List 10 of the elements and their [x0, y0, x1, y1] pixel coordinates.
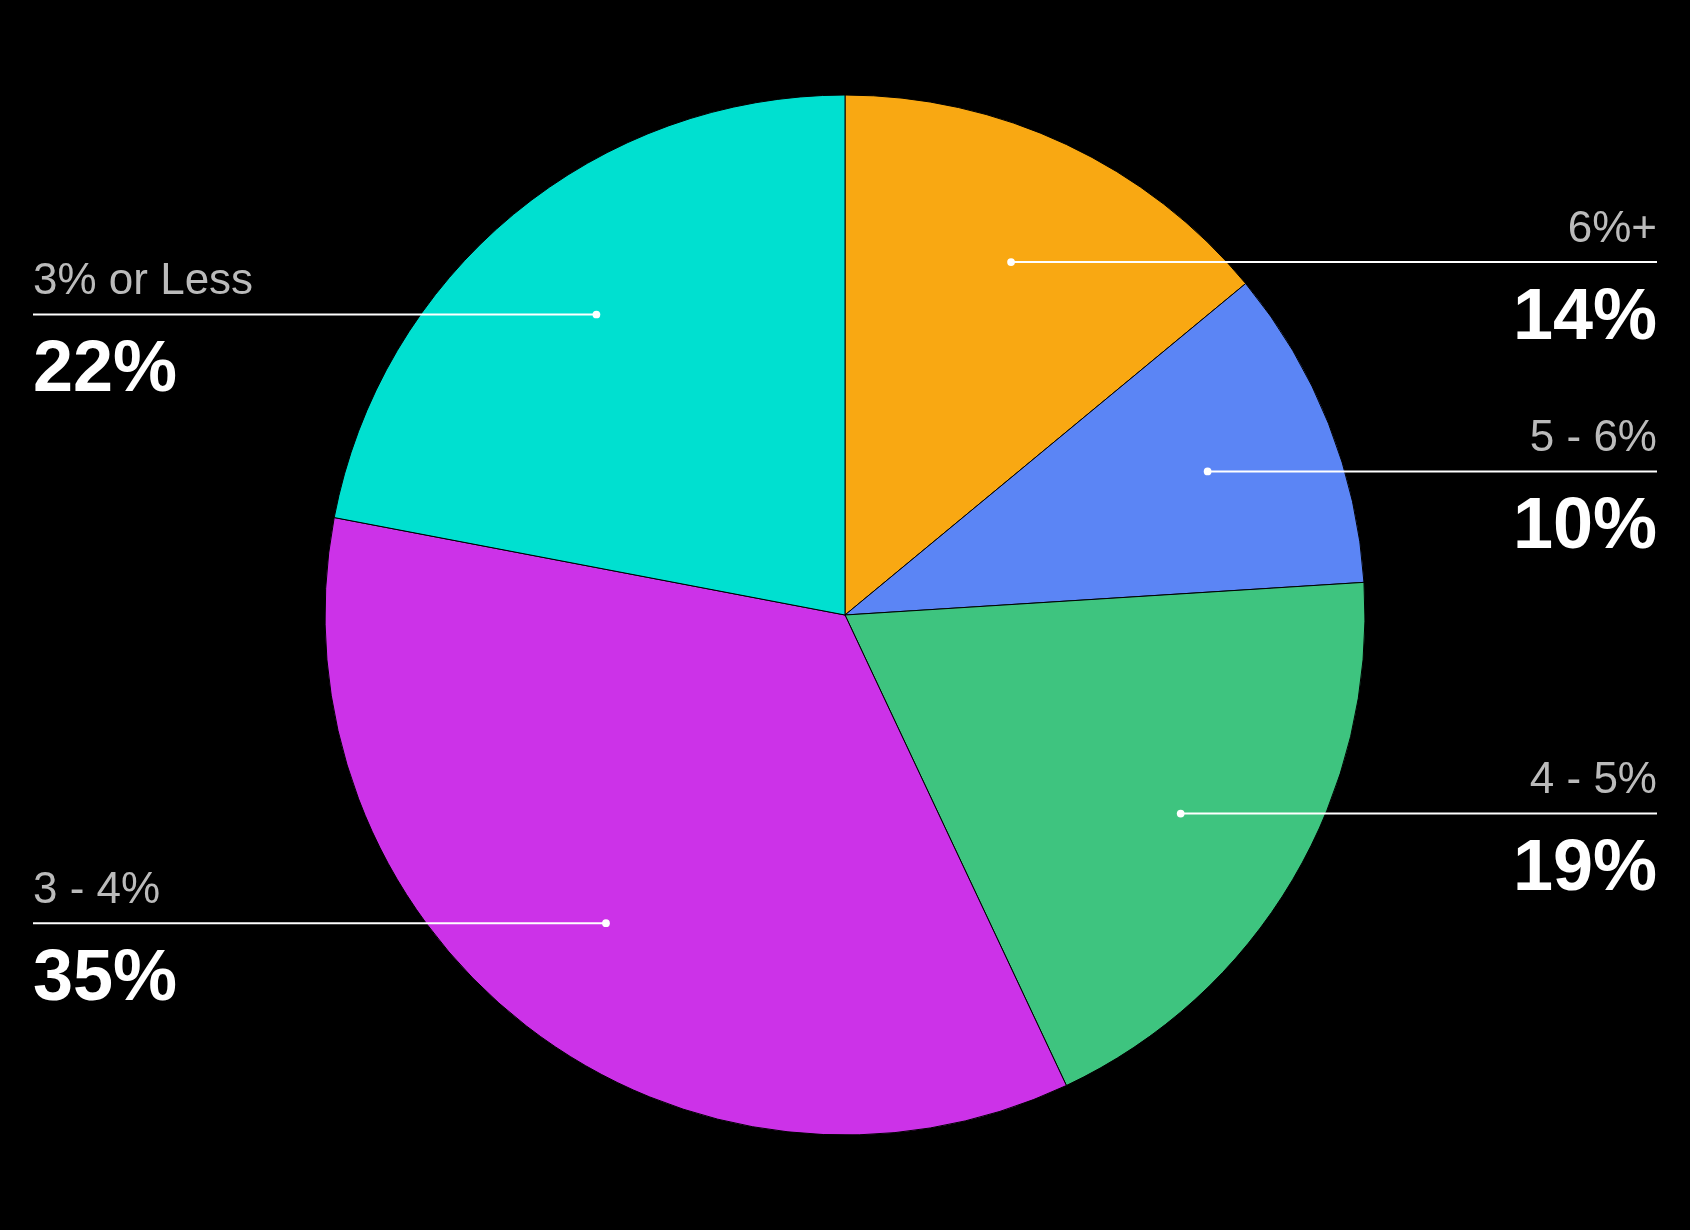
data-label: 35% — [33, 934, 178, 1015]
data-label: 22% — [33, 326, 178, 407]
slice-label: 3 - 4% — [33, 862, 161, 912]
slice-label: 4 - 5% — [1529, 753, 1657, 803]
slice-label: 3% or Less — [33, 254, 254, 304]
data-label: 14% — [1512, 273, 1657, 354]
data-label: 19% — [1512, 825, 1657, 906]
slice-label: 5 - 6% — [1529, 411, 1657, 461]
data-label: 10% — [1512, 483, 1657, 564]
slice-label: 6%+ — [1567, 201, 1657, 251]
